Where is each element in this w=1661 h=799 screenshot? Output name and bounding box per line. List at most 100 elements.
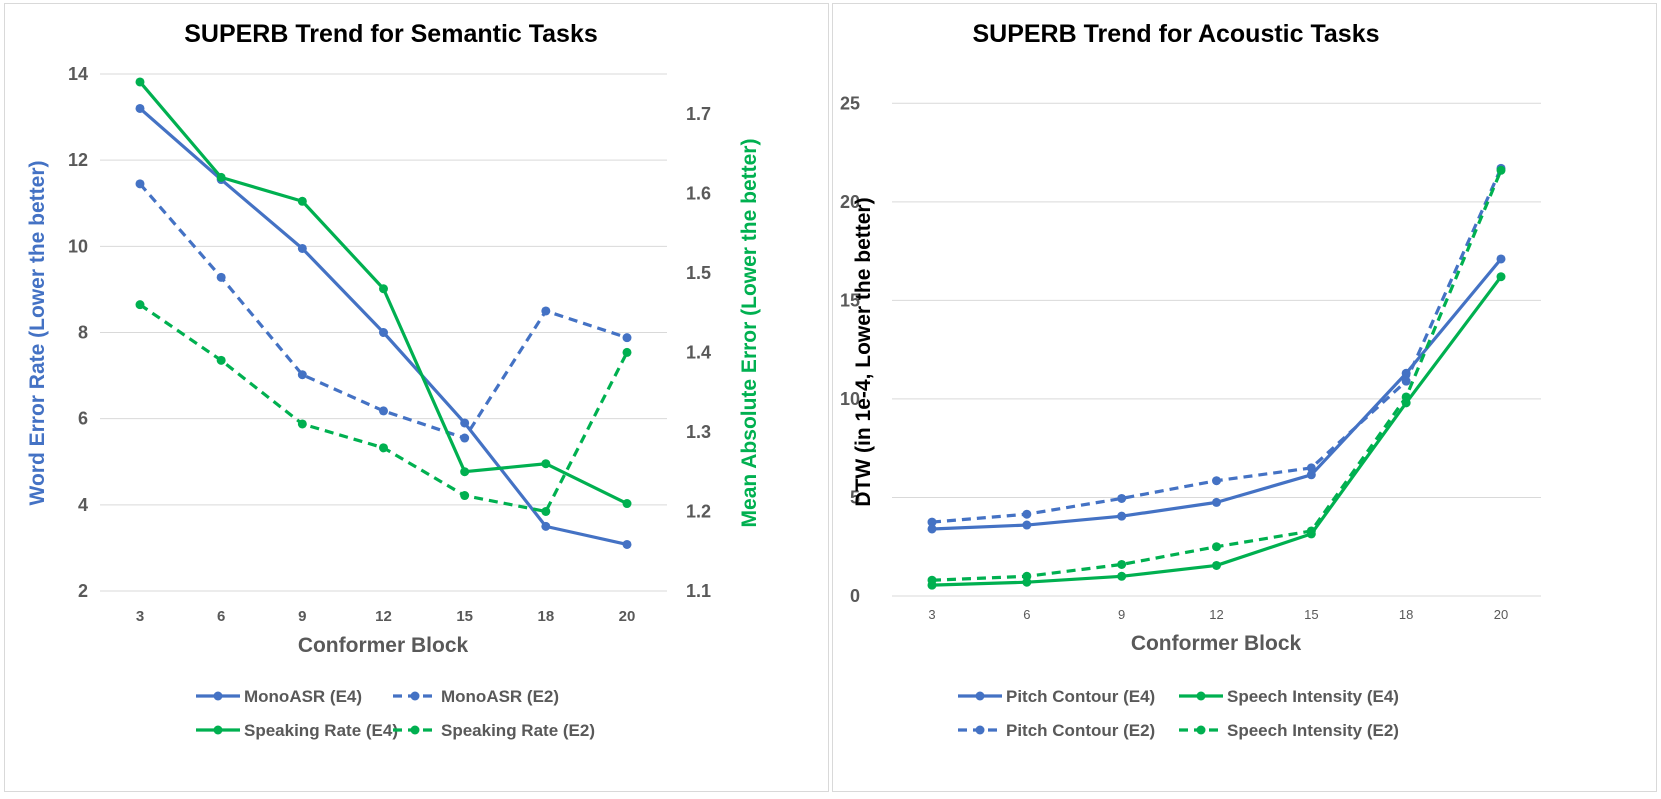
acoustic-line-pitch-contour-e2 <box>931 167 1503 524</box>
acoustic-point-pitch-contour-e2-6 <box>1022 509 1032 519</box>
acoustic-legend-item-pitch-contour-e2: Pitch Contour (E2) <box>958 721 1155 740</box>
acoustic-y-tick-label: 5 <box>850 487 860 507</box>
semantic-series <box>135 77 632 549</box>
acoustic-point-pitch-contour-e4-20 <box>1496 254 1506 264</box>
semantic-y-tick-label: 14 <box>68 64 88 84</box>
semantic-point-monoasr-e2-12 <box>379 406 388 416</box>
acoustic-point-pitch-contour-e4-15 <box>1306 470 1316 480</box>
acoustic-x-tick-label: 18 <box>1399 607 1413 622</box>
semantic-y2-tick-label: 1.7 <box>686 104 711 124</box>
acoustic-legend-marker <box>975 691 985 701</box>
acoustic-y-axis-title: DTW (in 1e-4, Lower the better) <box>852 197 875 506</box>
semantic-point-speaking-rate-e2-6 <box>216 355 226 365</box>
acoustic-legend-marker <box>975 725 985 735</box>
semantic-series-speaking-rate-e2 <box>135 300 632 516</box>
semantic-point-monoasr-e4-12 <box>379 328 388 337</box>
acoustic-point-speech-intensity-e4-12 <box>1212 560 1221 570</box>
semantic-series-speaking-rate-e4 <box>135 77 632 509</box>
semantic-point-monoasr-e2-3 <box>135 179 145 189</box>
semantic-y-tick-label: 4 <box>78 495 88 515</box>
semantic-point-monoasr-e2-15 <box>460 433 470 443</box>
acoustic-point-pitch-contour-e2-9 <box>1117 493 1127 503</box>
acoustic-point-pitch-contour-e4-9 <box>1117 511 1127 521</box>
acoustic-y-ticks: 0 5 10 15 20 25 <box>840 93 860 606</box>
semantic-series-monoasr-e2 <box>135 179 632 443</box>
semantic-x-tick-label: 15 <box>456 608 473 625</box>
semantic-legend-marker <box>410 691 420 701</box>
acoustic-series-pitch-contour-e4 <box>927 254 1506 534</box>
acoustic-legend-item-pitch-contour-e4: Pitch Contour (E4) <box>958 687 1155 706</box>
acoustic-legend-label: Pitch Contour (E4) <box>1006 687 1155 706</box>
acoustic-chart-panel <box>832 3 1657 792</box>
acoustic-y-tick-label: 15 <box>840 290 860 310</box>
acoustic-point-speech-intensity-e2-3 <box>927 575 937 585</box>
semantic-point-speaking-rate-e2-12 <box>379 443 388 453</box>
acoustic-point-pitch-contour-e4-3 <box>927 524 937 534</box>
acoustic-y-tick-label: 0 <box>850 586 860 606</box>
acoustic-point-pitch-contour-e2-12 <box>1212 476 1221 486</box>
acoustic-legend-item-speech-intensity-e4: Speech Intensity (E4) <box>1179 687 1399 706</box>
acoustic-legend-item-speech-intensity-e2: Speech Intensity (E2) <box>1179 721 1399 740</box>
semantic-line-monoasr-e2 <box>138 182 628 440</box>
semantic-point-speaking-rate-e4-3 <box>135 77 145 87</box>
semantic-y-tick-label: 8 <box>78 323 88 343</box>
acoustic-series <box>927 163 1506 590</box>
semantic-point-monoasr-e2-6 <box>216 272 226 282</box>
semantic-series-monoasr-e4 <box>135 103 632 549</box>
acoustic-x-tick-label: 3 <box>928 607 935 622</box>
acoustic-legend-label: Pitch Contour (E2) <box>1006 721 1155 740</box>
semantic-y-tick-label: 6 <box>78 409 88 429</box>
semantic-chart-title: SUPERB Trend for Semantic Tasks <box>184 20 598 48</box>
semantic-chart-panel <box>4 3 829 792</box>
semantic-point-monoasr-e4-9 <box>297 243 307 253</box>
semantic-legend-marker <box>213 691 223 701</box>
semantic-legend-item-speaking-rate-e2: Speaking Rate (E2) <box>393 721 595 740</box>
acoustic-gridlines <box>892 102 1541 597</box>
semantic-x-tick-label: 12 <box>375 608 392 625</box>
semantic-x-tick-label: 20 <box>619 608 636 625</box>
acoustic-x-tick-label: 15 <box>1304 607 1318 622</box>
semantic-point-speaking-rate-e4-12 <box>379 284 388 294</box>
acoustic-x-axis-title: Conformer Block <box>1131 632 1302 655</box>
acoustic-series-pitch-contour-e2 <box>927 163 1506 527</box>
acoustic-line-speech-intensity-e2 <box>931 169 1503 582</box>
acoustic-point-speech-intensity-e2-12 <box>1212 542 1221 552</box>
semantic-y2-tick-label: 1.5 <box>686 263 711 283</box>
semantic-point-speaking-rate-e4-15 <box>460 467 470 477</box>
semantic-y2-tick-label: 1.2 <box>686 501 711 521</box>
acoustic-series-speech-intensity-e4 <box>927 272 1506 590</box>
semantic-point-monoasr-e2-18 <box>541 306 551 316</box>
semantic-y2-tick-label: 1.4 <box>686 342 711 362</box>
acoustic-x-tick-label: 6 <box>1023 607 1030 622</box>
semantic-point-monoasr-e2-9 <box>297 370 307 380</box>
semantic-y2-axis-title: Mean Absolute Error (Lower the better) <box>738 139 761 528</box>
acoustic-point-speech-intensity-e2-20 <box>1496 165 1506 175</box>
semantic-chart: SUPERB Trend for Semantic Tasks 2 4 6 8 10 12… <box>26 20 761 740</box>
acoustic-point-pitch-contour-e2-18 <box>1401 376 1411 386</box>
semantic-legend-label: MonoASR (E4) <box>244 687 362 706</box>
semantic-legend: MonoASR (E4) MonoASR (E2) Speaking Rate (E… <box>196 687 595 740</box>
semantic-line-monoasr-e4 <box>138 107 628 547</box>
semantic-legend-label: Speaking Rate (E2) <box>441 721 595 740</box>
semantic-legend-item-monoasr-e2: MonoASR (E2) <box>393 687 559 706</box>
acoustic-y-tick-label: 25 <box>840 93 860 113</box>
semantic-x-tick-label: 9 <box>298 608 306 625</box>
semantic-point-speaking-rate-e4-6 <box>216 172 226 182</box>
semantic-legend-marker <box>410 725 420 735</box>
acoustic-point-speech-intensity-e2-18 <box>1401 392 1411 402</box>
acoustic-point-speech-intensity-e2-6 <box>1022 571 1032 581</box>
semantic-y-ticks: 2 4 6 8 10 12 14 <box>68 64 88 601</box>
acoustic-legend-label: Speech Intensity (E4) <box>1227 687 1399 706</box>
acoustic-x-tick-label: 20 <box>1494 607 1508 622</box>
acoustic-x-tick-label: 9 <box>1118 607 1125 622</box>
acoustic-chart: SUPERB Trend for Acoustic Tasks 0 5 10 15 20… <box>840 20 1541 740</box>
acoustic-legend-marker <box>1196 691 1206 701</box>
semantic-x-tick-label: 6 <box>217 608 225 625</box>
acoustic-legend: Pitch Contour (E4) Speech Intensity (E4) P… <box>958 687 1399 740</box>
acoustic-point-pitch-contour-e2-15 <box>1306 463 1316 473</box>
semantic-x-tick-label: 3 <box>136 608 144 625</box>
acoustic-point-speech-intensity-e2-15 <box>1306 526 1316 536</box>
semantic-x-axis-title: Conformer Block <box>298 634 469 657</box>
acoustic-legend-marker <box>1196 725 1206 735</box>
